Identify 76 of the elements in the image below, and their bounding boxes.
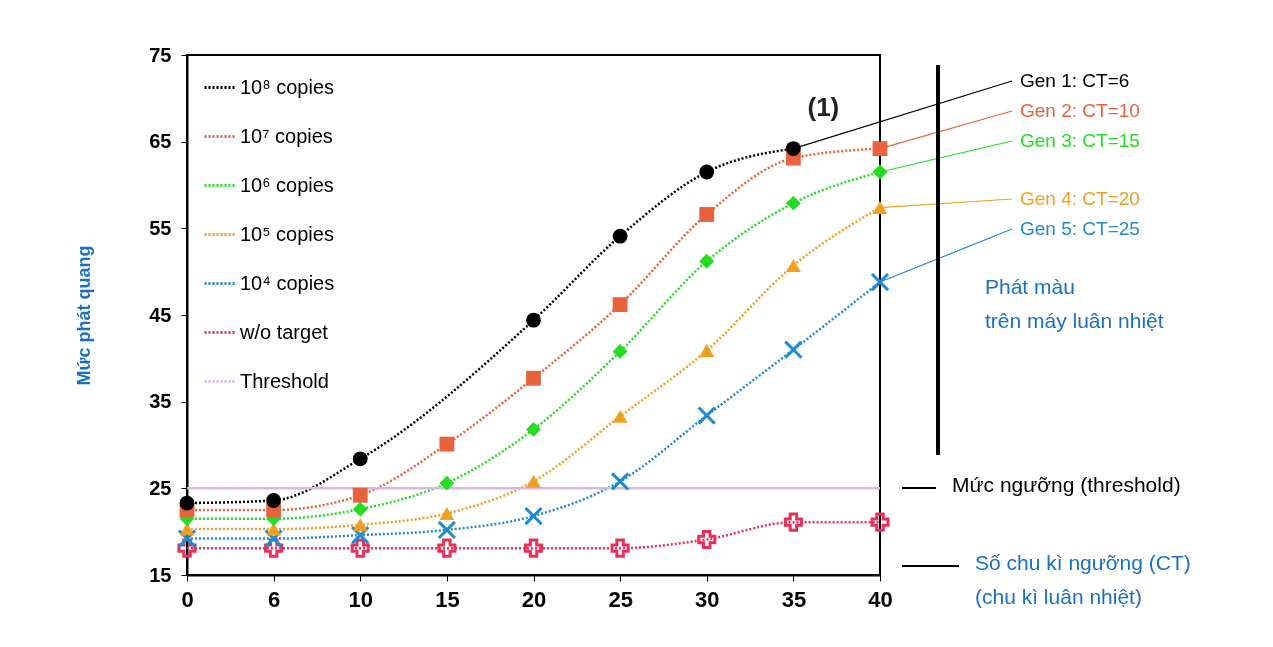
point: [266, 493, 282, 508]
y-axis-title: Mức phát quang: [74, 245, 95, 386]
x-tick-label: 0: [181, 586, 194, 612]
point: [697, 529, 717, 550]
point: [783, 340, 803, 360]
point: [785, 259, 801, 273]
point: [785, 141, 801, 156]
legend-label: Threshold: [240, 369, 329, 392]
point: [610, 538, 630, 558]
annotation: Gen 5: CT=25: [1020, 218, 1140, 239]
point: [352, 518, 368, 532]
point: [872, 201, 888, 214]
point: [437, 538, 457, 558]
legend-label: 10⁵ copies: [240, 222, 334, 245]
x-tick-label: 10: [348, 586, 373, 612]
point: [350, 525, 370, 545]
y-tick-label: 15: [149, 563, 172, 586]
point: [264, 529, 284, 549]
y-tick-label: 65: [149, 130, 172, 153]
point: [352, 451, 368, 467]
point: [612, 343, 628, 359]
legend-label: 10⁷ copies: [240, 124, 333, 147]
point: [872, 164, 888, 180]
point: [870, 512, 890, 532]
point: [350, 538, 370, 558]
point: [352, 501, 368, 517]
x-tick-label: 20: [521, 586, 547, 612]
legend-label: 10⁴ copies: [240, 271, 335, 294]
legend-label: 10⁶ copies: [240, 173, 334, 196]
point: [179, 495, 195, 511]
point: [783, 512, 803, 532]
annotation: Gen 3: CT=15: [1020, 130, 1140, 151]
annotation: Gen 1: CT=6: [1020, 70, 1130, 91]
annotation: Gen 4: CT=20: [1020, 188, 1140, 209]
x-tick-label: 6: [268, 586, 281, 612]
point: [439, 507, 455, 520]
point: [526, 312, 541, 328]
point: [526, 474, 541, 488]
point: [177, 529, 197, 549]
point: [437, 520, 457, 540]
annotation: Gen 2: CT=10: [1020, 100, 1140, 121]
x-tick-label: 25: [608, 586, 633, 612]
point: [870, 272, 890, 292]
point: [352, 487, 368, 503]
annotation: (1): [807, 91, 840, 122]
x-tick-label: 15: [435, 586, 460, 612]
y-tick-label: 35: [149, 390, 172, 413]
point: [785, 195, 801, 211]
point: [439, 436, 455, 452]
point: [526, 370, 541, 386]
point: [610, 471, 630, 491]
point: [699, 344, 715, 357]
text: Mức ngưỡng (threshold): [952, 473, 1181, 496]
y-tick-label: 55: [149, 216, 172, 239]
point: [697, 405, 717, 426]
legend-label: 10⁸ copies: [240, 75, 335, 98]
point: [699, 164, 715, 180]
y-tick-label: 75: [149, 43, 172, 66]
text: Số chu kì ngưỡng (CT) (chu kì luân nhiệt): [975, 551, 1191, 608]
point: [699, 207, 715, 222]
point: [612, 297, 628, 313]
point: [872, 141, 888, 157]
point: [439, 475, 455, 491]
text: Phát màu trên máy luân nhiệt: [985, 275, 1164, 332]
x-tick-label: 35: [781, 586, 807, 612]
point: [612, 409, 628, 423]
point: [699, 253, 715, 269]
y-tick-label: 45: [149, 303, 172, 326]
x-tick-label: 30: [695, 586, 720, 612]
point: [526, 421, 541, 437]
y-tick-label: 25: [149, 476, 172, 499]
x-tick-label: 40: [868, 586, 893, 612]
point: [523, 506, 544, 526]
point: [612, 228, 628, 244]
point: [523, 538, 544, 558]
legend-label: w/o target: [239, 320, 329, 343]
